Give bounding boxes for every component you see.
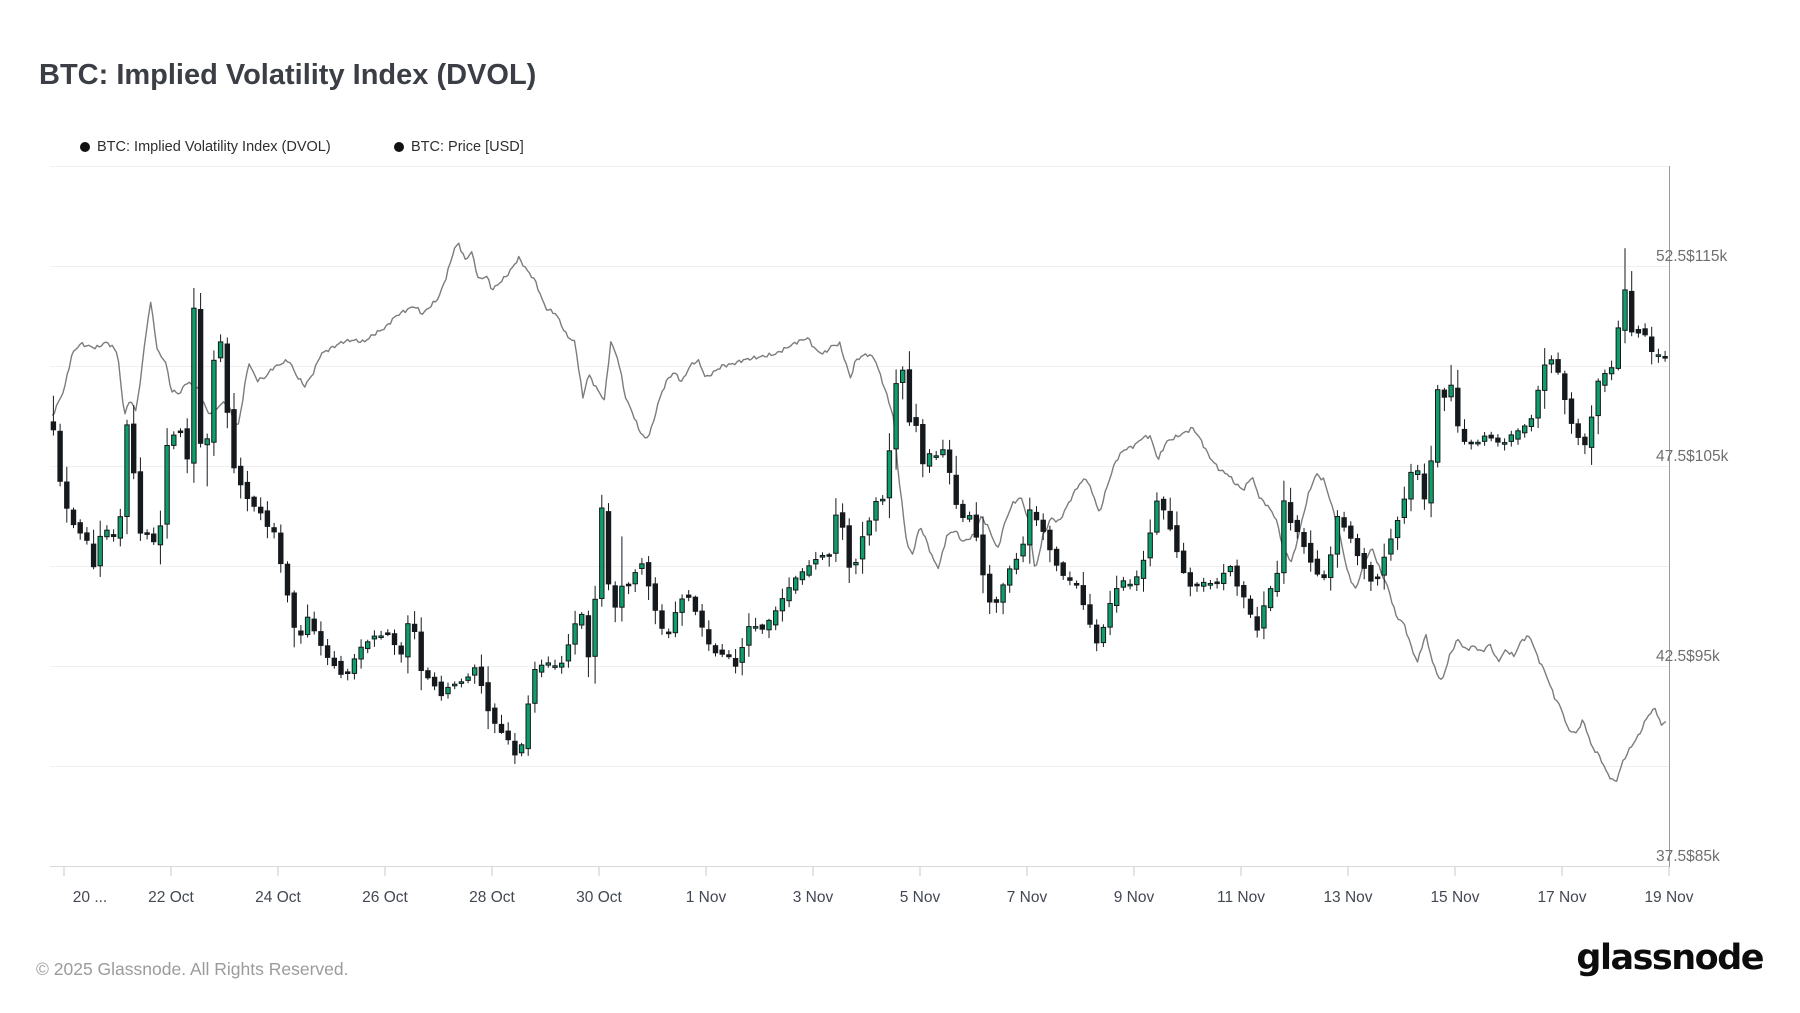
legend-item-label: BTC: Price [USD] [411, 139, 524, 155]
copyright-text: © 2025 Glassnode. All Rights Reserved. [36, 959, 349, 979]
legend: BTC: Implied Volatility Index (DVOL) BTC… [0, 139, 1800, 159]
gridlines [50, 166, 1669, 867]
dvol-candlestick-series [50, 248, 1668, 764]
legend-item-label: BTC: Implied Volatility Index (DVOL) [97, 139, 331, 155]
legend-marker-icon [394, 142, 404, 152]
page-title: BTC: Implied Volatility Index (DVOL) [39, 59, 537, 92]
legend-item-price[interactable]: BTC: Price [USD] [394, 139, 524, 155]
glassnode-logo: glassnode [1576, 938, 1764, 978]
legend-marker-icon [80, 142, 90, 152]
price-line-series [51, 242, 1667, 782]
legend-item-dvol[interactable]: BTC: Implied Volatility Index (DVOL) [80, 139, 331, 155]
x-axis-ticks [63, 867, 1670, 876]
